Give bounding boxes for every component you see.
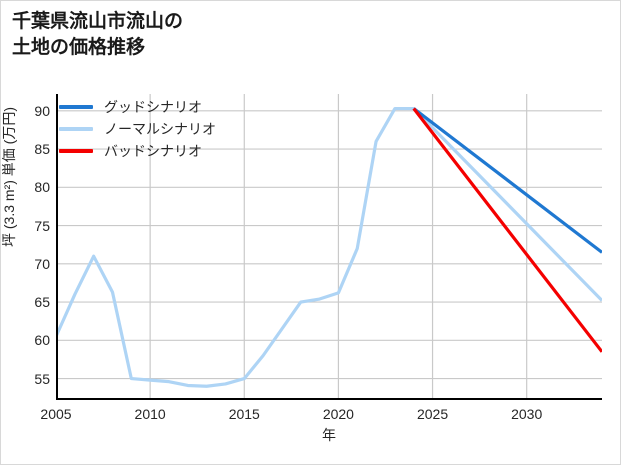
y-axis-tick-label: 85 bbox=[34, 141, 50, 158]
x-axis-spine bbox=[56, 398, 602, 400]
y-axis-tick-label: 70 bbox=[34, 255, 50, 272]
series-lines bbox=[56, 106, 602, 388]
legend-swatch-icon bbox=[59, 105, 93, 109]
y-axis-tick-label: 60 bbox=[34, 332, 50, 349]
x-axis-title: 年 bbox=[322, 427, 336, 443]
y-axis-spine bbox=[56, 94, 58, 400]
plot-area: 55 60 65 70 75 80 85 90 2005 2010 2015 2020 2025 203… bbox=[34, 94, 602, 422]
x-axis-tick-label: 2020 bbox=[322, 406, 354, 422]
y-axis-tick-label: 55 bbox=[34, 370, 50, 387]
legend: グッドシナリオ ノーマルシナリオ バッドシナリオ bbox=[59, 96, 269, 162]
x-axis-tick-label: 2025 bbox=[416, 406, 449, 422]
legend-item-bad-scenario[interactable]: バッドシナリオ bbox=[59, 140, 269, 162]
x-axis-tick-label: 2010 bbox=[134, 406, 166, 422]
series-line bbox=[412, 107, 602, 254]
legend-swatch-icon bbox=[59, 127, 93, 131]
legend-swatch-icon bbox=[59, 149, 93, 153]
series-line bbox=[412, 107, 602, 353]
legend-item-label: ノーマルシナリオ bbox=[104, 121, 216, 137]
y-axis-tick-label: 80 bbox=[34, 179, 50, 196]
legend-item-label: グッドシナリオ bbox=[104, 99, 202, 115]
y-axis-tick-label: 90 bbox=[34, 102, 50, 119]
grid-lines bbox=[56, 94, 602, 400]
legend-item-label: バッドシナリオ bbox=[104, 143, 202, 159]
x-axis-tick-label: 2030 bbox=[511, 406, 543, 422]
y-axis-tick-label: 75 bbox=[34, 217, 50, 234]
series-line bbox=[56, 106, 602, 388]
x-axis-tick-label: 2015 bbox=[228, 406, 260, 422]
y-axis-title: 坪 (3.3 m²) 単価 (万円) bbox=[1, 107, 17, 247]
plot-canvas bbox=[56, 94, 602, 400]
y-axis-tick-label: 65 bbox=[34, 294, 50, 311]
page-title: 千葉県流山市流山の 土地の価格推移 bbox=[12, 11, 184, 58]
x-axis-tick-label: 2005 bbox=[40, 406, 72, 422]
legend-item-good-scenario[interactable]: グッドシナリオ bbox=[59, 96, 269, 118]
legend-item-normal-scenario[interactable]: ノーマルシナリオ bbox=[59, 118, 269, 140]
